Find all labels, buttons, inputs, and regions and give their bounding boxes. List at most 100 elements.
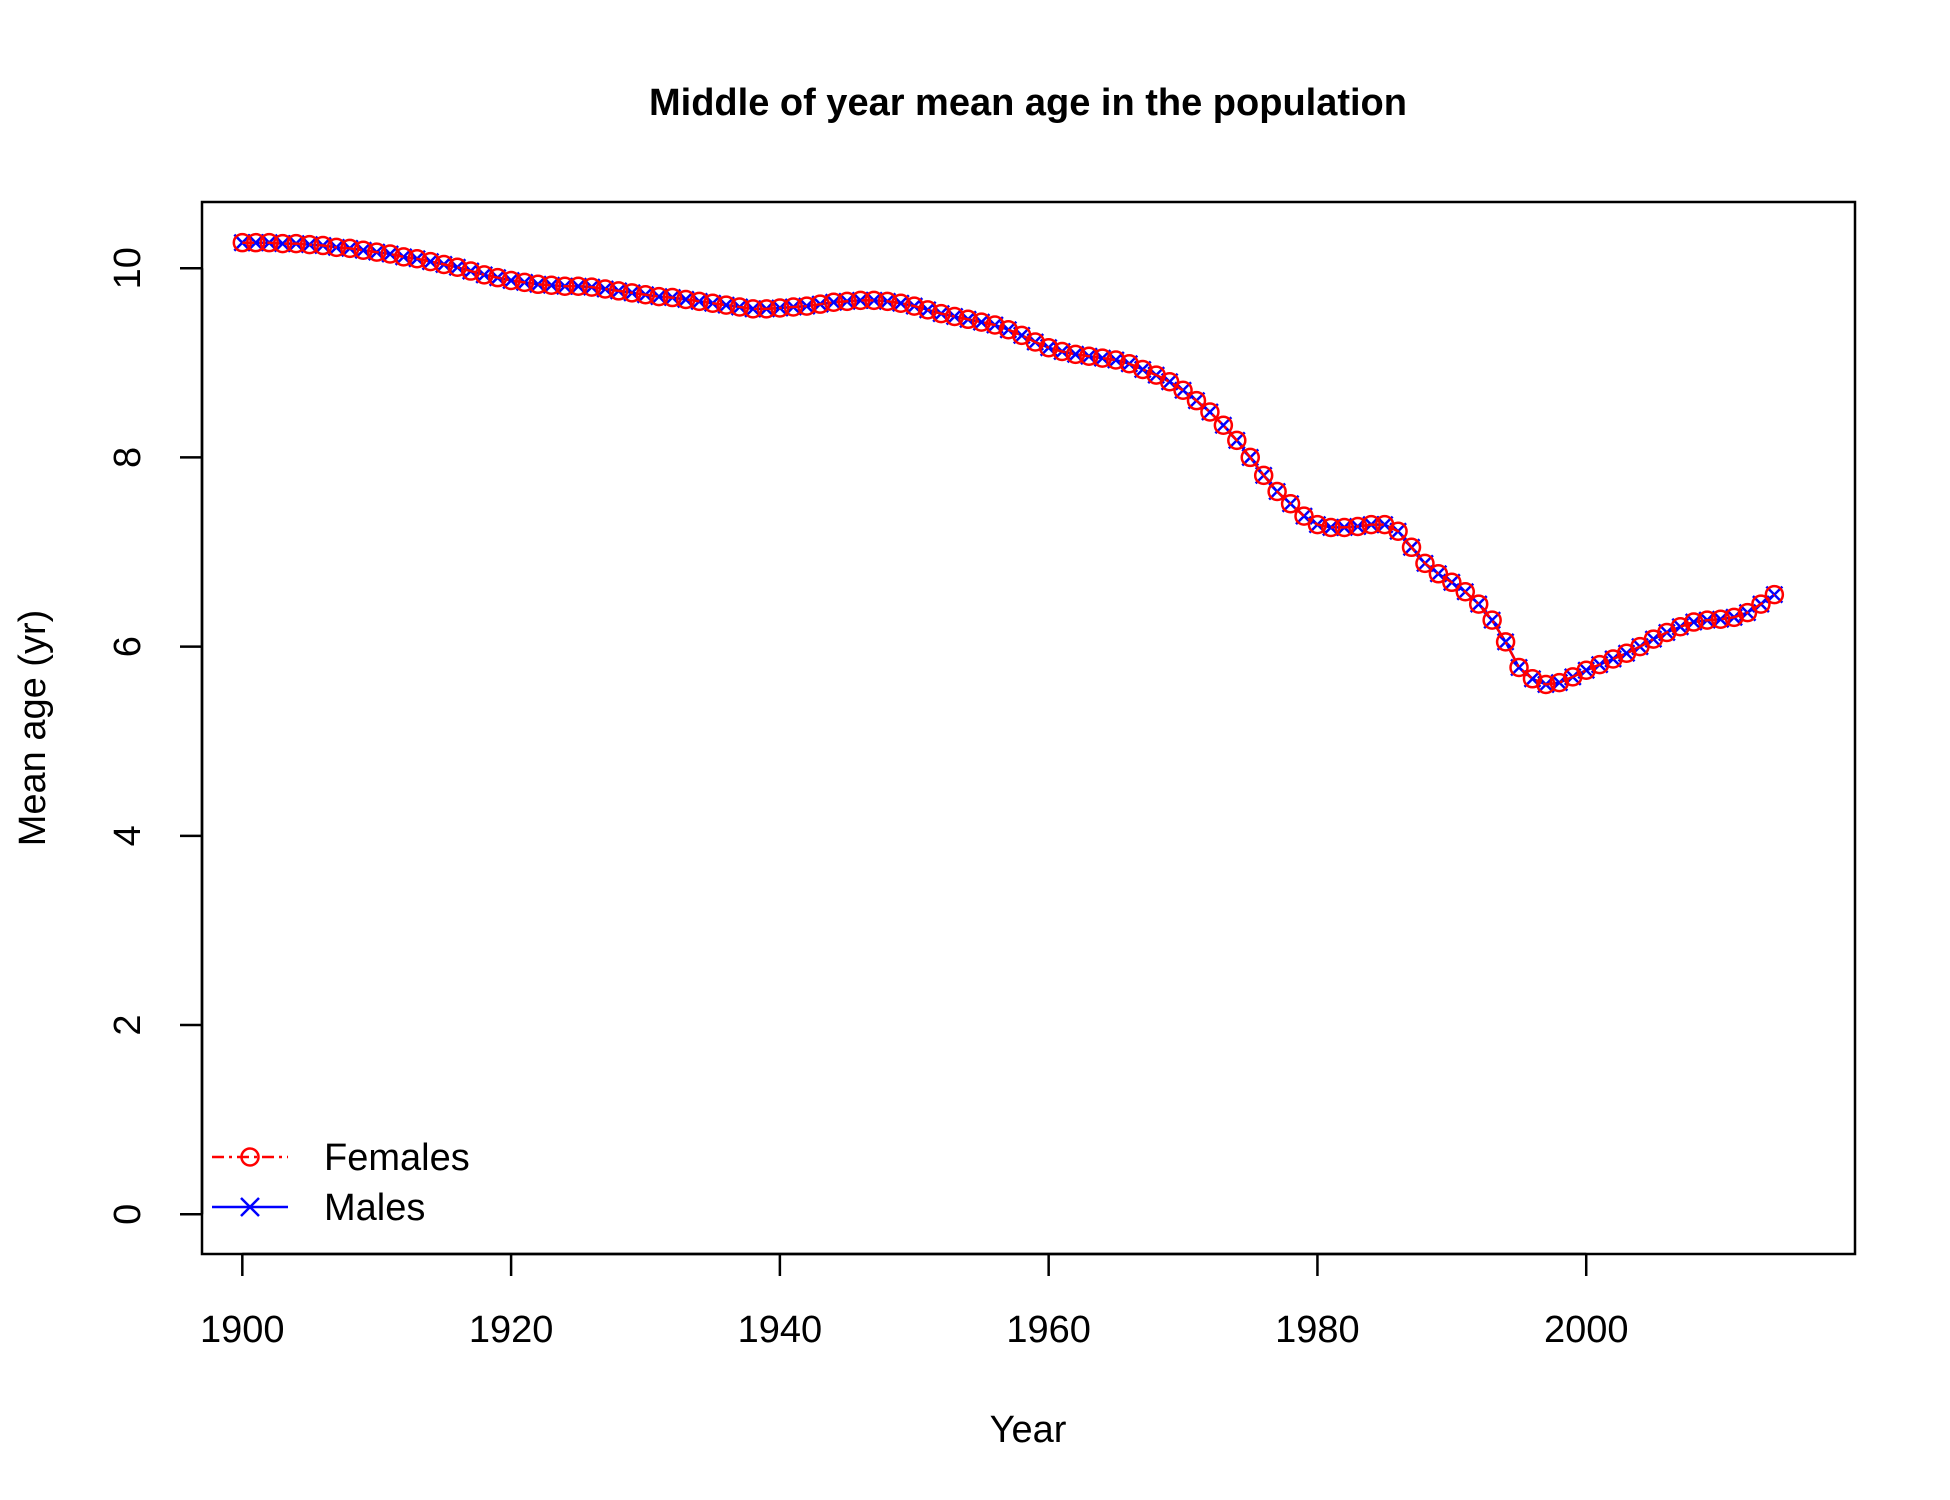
females-point (581, 277, 602, 297)
females-point (340, 238, 360, 259)
legend: Females Males (212, 1137, 470, 1229)
females-point (1227, 430, 1247, 451)
females-point (1280, 494, 1301, 514)
x-axis: 1900 1920 1940 1960 1980 2000 (200, 1252, 1628, 1351)
females-point (608, 281, 629, 301)
females-point (1159, 371, 1180, 392)
x-tick-label: 1940 (738, 1309, 823, 1351)
females-point (1495, 632, 1516, 652)
females-point (1334, 517, 1355, 538)
females-point (1092, 348, 1113, 368)
females-point (958, 309, 978, 330)
females-point (259, 232, 279, 253)
y-tick-label: 4 (107, 825, 149, 846)
females-point (1200, 402, 1220, 422)
females-point (1065, 344, 1086, 365)
females-point (729, 297, 750, 317)
females-point (1428, 564, 1449, 584)
females-point (1348, 516, 1368, 537)
females-point (1240, 447, 1260, 468)
females-point (434, 254, 454, 275)
females-point (286, 233, 306, 254)
x-tick-label: 1900 (200, 1309, 285, 1351)
females-point (1764, 584, 1785, 605)
females-point (689, 291, 709, 312)
females-point (810, 294, 830, 314)
y-tick-label: 0 (107, 1204, 149, 1225)
females-point (380, 244, 400, 264)
series-males-line (242, 241, 1776, 686)
females-point (461, 261, 481, 281)
females-point (864, 290, 884, 311)
females-point (891, 293, 911, 313)
females-point (353, 240, 374, 260)
females-point (1455, 582, 1476, 602)
females-point (555, 276, 575, 296)
females-point (1079, 346, 1099, 366)
females-point (1388, 521, 1408, 541)
y-tick-label: 2 (107, 1014, 149, 1035)
females-point (649, 286, 669, 307)
y-tick-label: 6 (107, 636, 149, 657)
females-point (676, 289, 696, 310)
females-point (1052, 341, 1072, 362)
females-point (407, 249, 427, 269)
females-point (272, 233, 293, 254)
legend-females-label: Females (324, 1137, 470, 1179)
females-point (917, 300, 938, 320)
females-point (1038, 337, 1059, 358)
females-point (299, 234, 320, 255)
females-point (246, 232, 266, 253)
females-point (931, 303, 951, 324)
females-point (823, 292, 844, 313)
series-layer (232, 232, 1785, 695)
females-point (743, 299, 763, 319)
females-point (1468, 594, 1489, 614)
females-point (850, 290, 871, 311)
females-point (1509, 657, 1529, 678)
x-axis-label: Year (990, 1409, 1067, 1451)
females-point (662, 287, 683, 308)
x-tick-label: 1920 (469, 1309, 554, 1351)
females-point (756, 299, 777, 319)
females-point (716, 295, 736, 315)
x-tick-label: 1980 (1275, 1309, 1360, 1351)
females-point (1710, 609, 1731, 629)
females-point (1737, 602, 1758, 623)
females-point (1213, 415, 1234, 436)
females-point (1751, 594, 1771, 614)
females-point (1106, 350, 1126, 370)
females-point (1173, 380, 1193, 401)
females-point (326, 237, 347, 258)
chart-title: Middle of year mean age in the populatio… (649, 82, 1407, 124)
y-axis: 0 2 4 6 8 10 (107, 247, 204, 1225)
females-point (877, 291, 898, 312)
females-point (1697, 610, 1717, 630)
females-point (1294, 506, 1314, 526)
females-point (1415, 553, 1435, 574)
females-point (1253, 465, 1274, 486)
females-point (1401, 537, 1422, 558)
females-point (313, 235, 333, 256)
females-point (985, 315, 1005, 335)
females-point (837, 291, 857, 312)
females-point (232, 232, 253, 253)
females-point (514, 272, 535, 293)
females-point (1307, 514, 1328, 535)
y-axis-label: Mean age (yr) (12, 610, 54, 847)
y-tick-label: 10 (107, 247, 149, 289)
females-point (501, 270, 521, 291)
y-tick-label: 8 (107, 447, 149, 468)
females-point (1683, 612, 1704, 632)
legend-females-marker (240, 1147, 260, 1167)
females-point (783, 297, 804, 317)
females-point (1361, 514, 1381, 535)
females-point (971, 312, 992, 332)
females-point (797, 296, 817, 316)
females-point (1724, 607, 1744, 628)
series-females-line (242, 241, 1776, 686)
females-point (622, 283, 642, 303)
females-point (474, 265, 494, 285)
females-point (1482, 610, 1502, 630)
